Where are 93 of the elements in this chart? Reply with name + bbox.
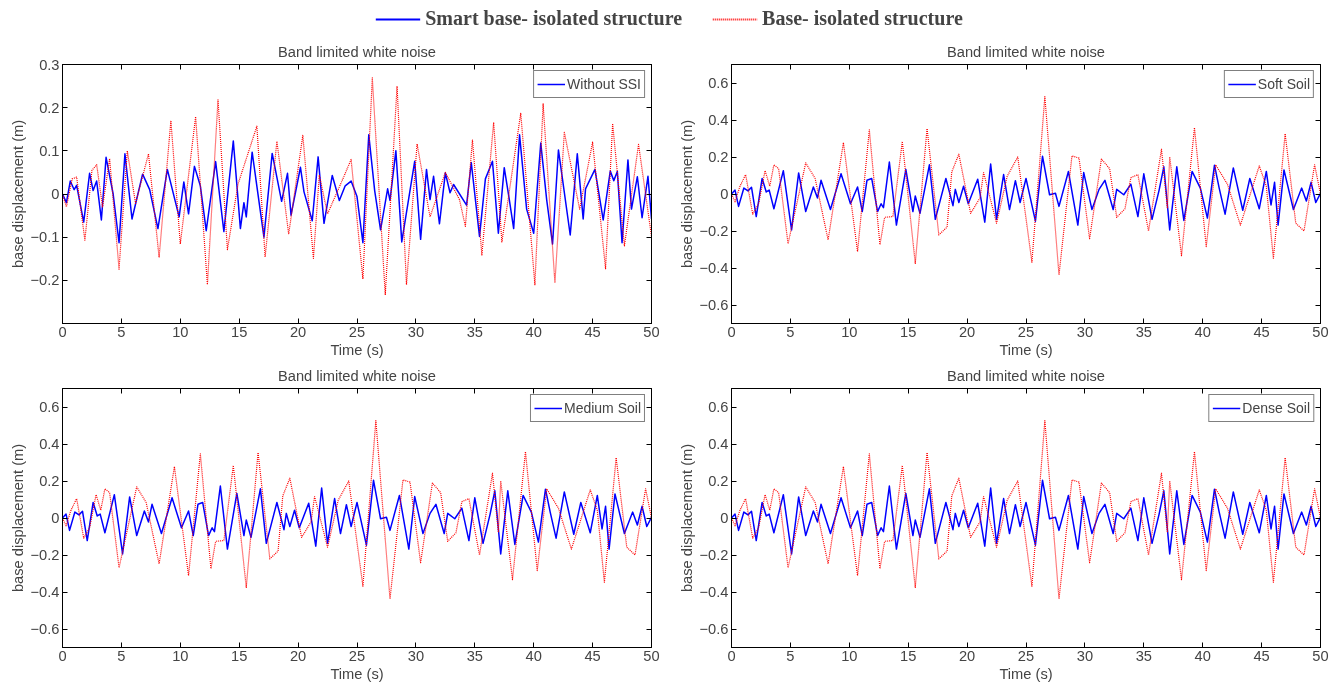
- y-tick-label: −0.2: [30, 547, 60, 563]
- chart-title: Band limited white noise: [946, 43, 1106, 60]
- x-tick-label: 25: [1017, 647, 1035, 664]
- y-axis-title: base displacement (m): [678, 119, 695, 269]
- y-tick-label: −0.2: [699, 223, 729, 239]
- x-tick-label: 25: [1017, 323, 1035, 340]
- x-tick-label: 50: [643, 323, 660, 340]
- x-tick-label: 10: [172, 323, 189, 340]
- legend-label: Soft Soil: [1257, 76, 1310, 92]
- x-axis-title: Time (s): [999, 341, 1053, 358]
- y-tick-label: 0: [51, 510, 60, 526]
- x-tick-label: 25: [348, 647, 366, 664]
- x-tick-label: 5: [786, 647, 795, 664]
- y-tick-label: 0.3: [39, 56, 60, 73]
- y-tick-label: 0.1: [39, 142, 60, 159]
- x-tick-label: 35: [1135, 323, 1152, 340]
- x-tick-label: 40: [525, 647, 542, 664]
- x-tick-label: 20: [958, 647, 976, 664]
- x-tick-label: 45: [584, 323, 601, 340]
- legend-label: Dense Soil: [1242, 400, 1310, 416]
- y-tick-label: 0.4: [39, 436, 60, 452]
- line-series: [731, 96, 1321, 276]
- x-tick-label: 40: [525, 323, 542, 340]
- line-series: [62, 479, 652, 555]
- line-series: [62, 420, 652, 600]
- x-tick-label: 15: [900, 647, 917, 664]
- x-tick-label: 30: [407, 323, 425, 340]
- x-tick-label: 25: [348, 323, 366, 340]
- y-tick-label: 0.2: [39, 99, 60, 116]
- legend-label: Medium Soil: [563, 400, 641, 416]
- x-tick-label: 40: [1194, 647, 1211, 664]
- y-tick-label: −0.2: [30, 272, 60, 289]
- legend-label: Without SSI: [567, 76, 641, 92]
- y-tick-label: 0.6: [708, 75, 729, 91]
- x-tick-label: 15: [231, 323, 248, 340]
- y-tick-label: 0.4: [708, 436, 729, 452]
- x-tick-label: 10: [172, 647, 189, 664]
- x-tick-label: 40: [1194, 323, 1211, 340]
- chart-title: Band limited white noise: [277, 367, 437, 384]
- y-tick-label: 0: [720, 510, 729, 526]
- x-tick-label: 35: [1135, 647, 1152, 664]
- line-series: [62, 134, 652, 245]
- y-tick-label: −0.6: [699, 621, 729, 637]
- x-tick-label: 30: [1076, 647, 1094, 664]
- y-tick-label: 0.2: [39, 473, 60, 489]
- x-tick-label: 20: [958, 323, 976, 340]
- y-tick-label: −0.1: [30, 229, 60, 246]
- x-tick-label: 50: [1312, 647, 1329, 664]
- x-tick-label: 5: [786, 323, 795, 340]
- x-axis-title: Time (s): [330, 341, 384, 358]
- line-series: [62, 77, 652, 296]
- y-tick-label: −0.2: [699, 547, 729, 563]
- y-tick-label: 0: [720, 186, 729, 202]
- chart-title: Band limited white noise: [946, 367, 1106, 384]
- x-axis-title: Time (s): [999, 665, 1053, 682]
- x-tick-label: 5: [117, 323, 126, 340]
- x-tick-label: 10: [841, 647, 858, 664]
- y-tick-label: 0.6: [708, 399, 729, 415]
- y-tick-label: −0.4: [699, 260, 729, 276]
- y-tick-label: 0.4: [708, 112, 729, 128]
- x-tick-label: 10: [841, 323, 858, 340]
- y-axis-title: base displacement (m): [678, 443, 695, 593]
- x-tick-label: 35: [466, 323, 483, 340]
- x-tick-label: 15: [900, 323, 917, 340]
- x-tick-label: 45: [1253, 323, 1270, 340]
- y-tick-label: 0: [51, 186, 60, 202]
- x-tick-label: 35: [466, 647, 483, 664]
- legend-label: Base- isolated structure: [762, 7, 963, 30]
- y-tick-label: −0.4: [30, 584, 60, 600]
- x-tick-label: 30: [407, 647, 425, 664]
- y-tick-label: −0.6: [30, 621, 60, 637]
- x-tick-label: 50: [643, 647, 660, 664]
- x-tick-label: 45: [1253, 647, 1270, 664]
- x-axis-title: Time (s): [330, 665, 384, 682]
- y-axis-title: base displacement (m): [9, 119, 26, 269]
- y-tick-label: 0.6: [39, 399, 60, 415]
- x-tick-label: 20: [289, 647, 307, 664]
- y-tick-label: −0.4: [699, 584, 729, 600]
- x-tick-label: 5: [117, 647, 126, 664]
- chart-title: Band limited white noise: [277, 43, 437, 60]
- x-tick-label: 50: [1312, 323, 1329, 340]
- x-tick-label: 45: [584, 647, 601, 664]
- line-series: [731, 420, 1321, 600]
- y-tick-label: −0.6: [699, 297, 729, 313]
- legend-label: Smart base- isolated structure: [425, 7, 683, 30]
- y-axis-title: base displacement (m): [9, 443, 26, 593]
- line-series: [731, 155, 1321, 231]
- x-tick-label: 15: [231, 647, 248, 664]
- x-tick-label: 20: [289, 323, 307, 340]
- y-tick-label: 0.2: [708, 473, 729, 489]
- y-tick-label: 0.2: [708, 149, 729, 165]
- x-tick-label: 30: [1076, 323, 1094, 340]
- line-series: [731, 479, 1321, 555]
